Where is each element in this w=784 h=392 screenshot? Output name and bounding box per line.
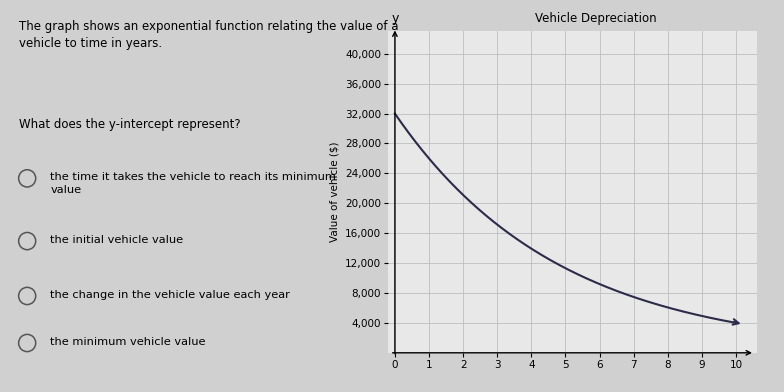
Text: y: y: [391, 13, 398, 25]
Text: the time it takes the vehicle to reach its minimum
value: the time it takes the vehicle to reach i…: [50, 172, 336, 195]
Text: the change in the vehicle value each year: the change in the vehicle value each yea…: [50, 290, 290, 300]
Text: Vehicle Depreciation: Vehicle Depreciation: [535, 12, 657, 25]
Text: the minimum vehicle value: the minimum vehicle value: [50, 337, 206, 347]
Text: the initial vehicle value: the initial vehicle value: [50, 235, 183, 245]
Y-axis label: Value of vehicle ($): Value of vehicle ($): [329, 142, 339, 242]
Text: What does the y-intercept represent?: What does the y-intercept represent?: [20, 118, 241, 131]
Text: The graph shows an exponential function relating the value of a
vehicle to time : The graph shows an exponential function …: [20, 20, 399, 50]
